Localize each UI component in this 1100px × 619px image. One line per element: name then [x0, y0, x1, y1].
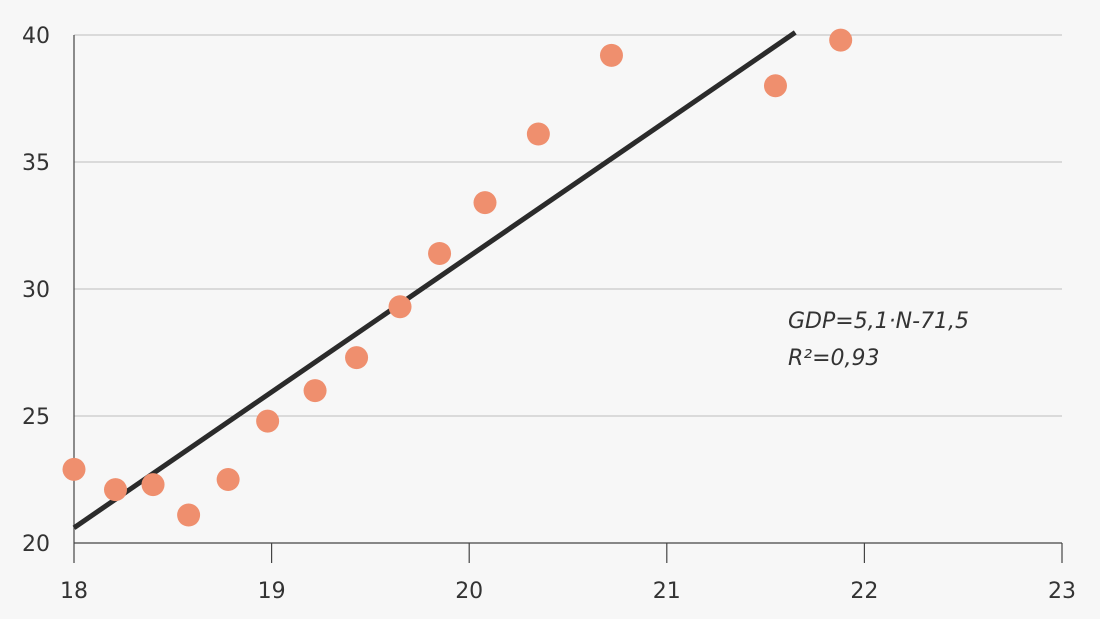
y-tick-label-40: 40: [22, 24, 50, 49]
y-tick-label-20: 20: [22, 532, 50, 557]
regression-equation: GDP=5,1·N-71,5: [788, 309, 969, 334]
tick-labels: 20 25 30 35 40 18 19 20 21 22 23: [22, 24, 1076, 604]
data-point-2: [103, 478, 127, 502]
data-point-13: [599, 43, 623, 67]
r-squared-label: R²=0,93: [788, 346, 880, 371]
x-tick-label-19: 19: [258, 579, 286, 604]
x-tick-label-23: 23: [1048, 579, 1076, 604]
x-tick-label-21: 21: [653, 579, 681, 604]
data-point-8: [345, 346, 369, 370]
data-point-11: [473, 191, 497, 215]
gridlines: [74, 34, 1062, 417]
data-point-3: [141, 473, 165, 497]
data-point-4: [177, 503, 201, 527]
data-point-14: [763, 74, 787, 98]
x-tick-label-22: 22: [850, 579, 878, 604]
data-point-12: [526, 122, 550, 146]
data-point-10: [428, 241, 452, 265]
data-point-7: [303, 379, 327, 403]
data-points: [62, 28, 853, 527]
y-tick-label-25: 25: [22, 405, 50, 430]
data-point-1: [62, 457, 86, 481]
data-point-9: [388, 295, 412, 319]
y-tick-label-35: 35: [22, 151, 50, 176]
data-point-6: [256, 409, 280, 433]
x-tick-label-18: 18: [60, 579, 88, 604]
y-tick-label-30: 30: [22, 278, 50, 303]
data-point-15: [829, 28, 853, 52]
data-point-5: [216, 468, 240, 491]
x-tick-label-20: 20: [455, 579, 483, 604]
regression-line: [72, 30, 797, 530]
fit-line-layer: [72, 30, 797, 530]
